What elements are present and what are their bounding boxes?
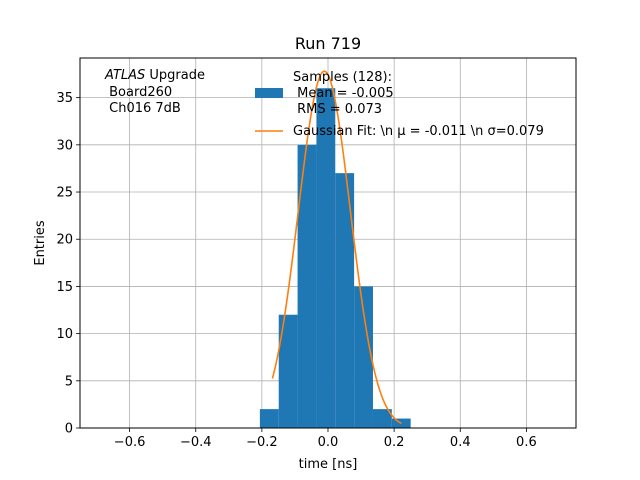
x-tick-label-2: −0.2 [246, 435, 278, 450]
x-tick-label-3: 0.0 [318, 435, 339, 450]
x-axis-ticks: −0.6 −0.4 −0.2 0.0 0.2 0.4 0.6 [114, 428, 537, 450]
y-tick-label-5: 25 [56, 186, 73, 201]
legend-samples-line-3: RMS = 0.073 [293, 102, 382, 117]
legend-samples-swatch [255, 88, 283, 98]
y-tick-label-4: 20 [56, 233, 73, 248]
histogram-bar-3 [316, 88, 336, 429]
plot-annotation: ATLAS Upgrade Board260 Ch016 7dB [104, 68, 205, 116]
gaussian-fit-curve [271, 70, 402, 425]
x-axis-label: time [ns] [299, 457, 358, 472]
chart-title: Run 719 [295, 34, 361, 53]
annotation-line-1: ATLAS Upgrade [104, 68, 205, 83]
legend: Samples (128): Mean = -0.005 RMS = 0.073… [255, 70, 544, 139]
x-tick-label-0: −0.6 [114, 435, 146, 450]
y-tick-label-3: 15 [56, 280, 73, 295]
y-axis-ticks: 0 5 10 15 20 25 30 35 [56, 91, 80, 437]
legend-samples-line-2: Mean = -0.005 [293, 86, 394, 101]
annotation-line-2: Board260 [105, 85, 172, 100]
histogram-bar-2 [297, 144, 317, 428]
gaussian-fit [271, 70, 402, 425]
y-tick-label-6: 30 [56, 138, 73, 153]
y-tick-label-0: 0 [65, 422, 73, 437]
histogram-bars [259, 88, 411, 429]
histogram-bar-5 [354, 286, 373, 428]
legend-fit-label: Gaussian Fit: \n μ = -0.011 \n σ=0.079 [293, 124, 544, 139]
x-tick-label-5: 0.4 [450, 435, 471, 450]
histogram-bar-6 [372, 409, 392, 428]
legend-samples-line-1: Samples (128): [293, 70, 392, 85]
annotation-upgrade-word: Upgrade [145, 68, 205, 83]
x-tick-label-4: 0.2 [384, 435, 405, 450]
y-tick-label-1: 5 [65, 374, 73, 389]
annotation-line-3: Ch016 7dB [105, 101, 181, 116]
y-tick-label-7: 35 [56, 91, 73, 106]
histogram-bar-1 [278, 314, 298, 428]
y-axis-label: Entries [33, 220, 48, 266]
x-tick-label-1: −0.4 [180, 435, 212, 450]
histogram-bar-0 [259, 409, 279, 428]
histogram-bar-4 [335, 173, 355, 428]
x-tick-label-6: 0.6 [516, 435, 537, 450]
y-tick-label-2: 10 [56, 327, 73, 342]
annotation-atlas-word: ATLAS [104, 68, 145, 83]
